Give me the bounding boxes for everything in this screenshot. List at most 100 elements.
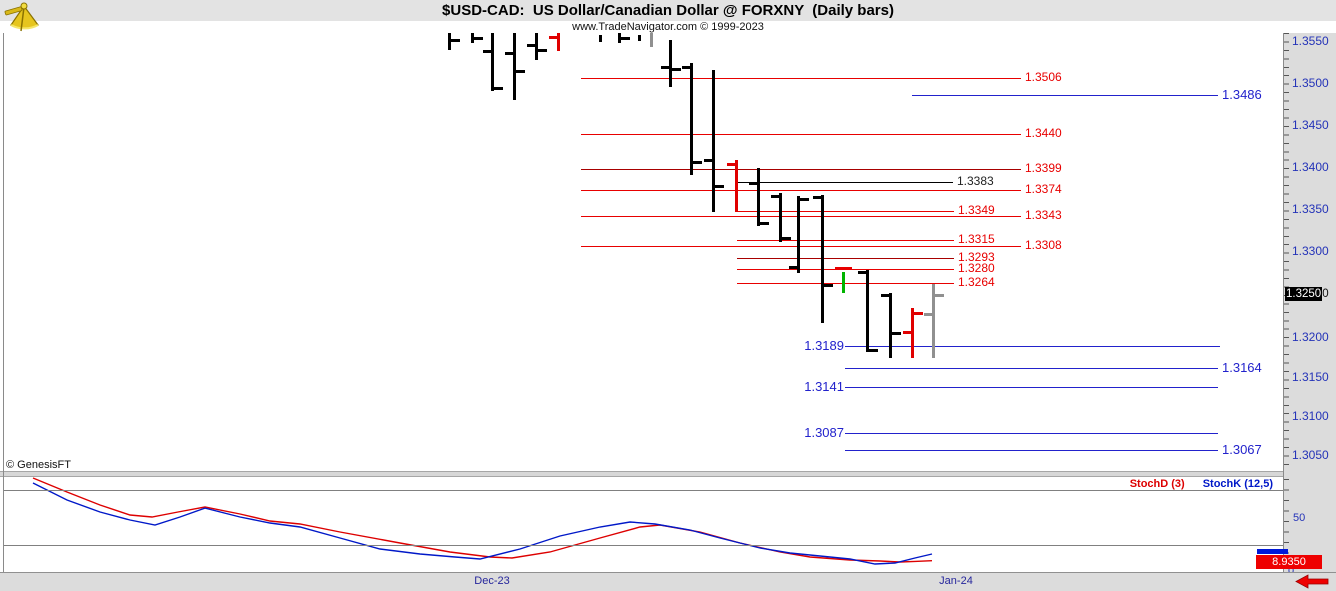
ohlc-bar-range <box>557 33 560 51</box>
chart-right-border <box>1283 33 1284 572</box>
time-axis-band <box>0 572 1336 591</box>
ohlc-close-tick <box>760 221 769 225</box>
price-axis-label: 1.3300 <box>1292 244 1329 258</box>
ohlc-close-tick <box>538 49 547 53</box>
price-axis-label: 1.3150 <box>1292 370 1329 384</box>
stoch-grid-line <box>4 545 1283 546</box>
price-level-label: 1.3506 <box>1025 70 1062 84</box>
ohlc-open-tick <box>924 313 932 317</box>
stochastic-legend: StochD (3) StochK (12,5) <box>953 478 1273 490</box>
price-level-line <box>737 283 954 284</box>
stoch-k-value-marker <box>1257 549 1288 554</box>
month-label: Dec-23 <box>474 575 510 587</box>
price-axis-ticks <box>1283 33 1289 472</box>
price-level-label: 1.3399 <box>1025 161 1062 175</box>
price-level-label: 1.3343 <box>1025 208 1062 222</box>
ohlc-bar-range <box>448 33 451 51</box>
ohlc-close-tick <box>672 67 681 71</box>
stoch-axis-ticks <box>1284 479 1289 572</box>
price-level-line <box>845 368 1218 369</box>
ohlc-open-tick <box>727 163 735 167</box>
ohlc-close-tick <box>782 237 791 240</box>
price-level-line <box>581 134 1021 135</box>
title-band <box>0 0 1336 21</box>
price-level-line <box>845 450 1218 451</box>
chart-subtitle: www.TradeNavigator.com © 1999-2023 <box>572 21 764 33</box>
price-level-line <box>737 258 954 259</box>
price-level-line <box>581 216 1021 217</box>
price-level-line <box>912 95 1218 96</box>
sextant-logo <box>4 2 39 32</box>
ohlc-bar-range <box>779 193 782 243</box>
price-level-line <box>737 211 954 212</box>
chart-title: $USD-CAD: US Dollar/Canadian Dollar @ FO… <box>442 2 894 19</box>
ohlc-close-tick <box>693 160 702 164</box>
ohlc-bar-range <box>669 39 672 88</box>
price-axis-label: 1.3200 <box>1292 330 1329 344</box>
ohlc-open-tick <box>789 265 797 269</box>
price-chart-panel: 1.3506 1.3486 1.3440 1.3399 1.3383 1.3374 1.33… <box>4 33 1283 472</box>
price-level-line <box>737 182 953 183</box>
price-level-line <box>845 387 1218 388</box>
ohlc-open-tick <box>749 181 757 185</box>
price-level-label: 1.3067 <box>1222 442 1262 457</box>
month-label: Jan-24 <box>939 575 973 587</box>
price-level-line <box>581 246 1021 247</box>
ohlc-close-tick <box>494 87 503 91</box>
price-level-line <box>845 433 1218 434</box>
ohlc-close-tick <box>621 37 630 41</box>
ohlc-close-tick <box>824 283 833 287</box>
stoch-grid-line <box>4 490 1283 491</box>
ohlc-open-tick <box>527 43 535 47</box>
ohlc-open-tick <box>505 51 513 55</box>
ohlc-bar-range <box>757 167 760 227</box>
price-level-line <box>581 190 1021 191</box>
ohlc-close-tick <box>516 70 525 74</box>
ohlc-bar-range <box>712 69 715 212</box>
scroll-left-arrow[interactable] <box>1295 574 1329 589</box>
ohlc-bar-range <box>491 33 494 91</box>
price-level-label: 1.3349 <box>958 203 995 217</box>
chart-left-border <box>3 33 4 572</box>
price-level-label: 1.3486 <box>1222 87 1262 102</box>
ohlc-open-tick <box>483 49 491 53</box>
ohlc-open-tick <box>682 65 690 69</box>
ohlc-bar-range <box>535 33 538 61</box>
price-level-line <box>737 240 954 241</box>
price-axis-label: 1.3050 <box>1292 448 1329 462</box>
price-axis-label: 1.3550 <box>1292 34 1329 48</box>
price-axis-label: 1.3100 <box>1292 409 1329 423</box>
ohlc-bar-range <box>797 195 800 273</box>
price-level-label: 1.3293 <box>958 250 995 264</box>
ohlc-bar-range <box>735 160 738 212</box>
ohlc-open-tick <box>661 65 669 69</box>
ohlc-open-tick <box>903 330 911 334</box>
ohlc-bar-range <box>650 33 653 47</box>
ohlc-bar-range <box>866 270 869 353</box>
price-level-line <box>581 78 1021 79</box>
copyright-label: © GenesisFT <box>6 459 71 471</box>
ohlc-bar-range <box>638 34 641 41</box>
price-level-label: 1.3087 <box>804 425 844 440</box>
ohlc-close-tick <box>869 348 878 352</box>
ohlc-open-tick <box>881 293 889 297</box>
price-level-line <box>845 346 1220 347</box>
price-level-label: 1.3280 <box>958 261 995 275</box>
price-level-label: 1.3264 <box>958 275 995 289</box>
stochastic-curves <box>32 477 933 565</box>
price-level-label: 1.3374 <box>1025 182 1062 196</box>
stochastic-panel <box>4 477 1283 571</box>
price-level-line <box>581 169 1021 170</box>
ohlc-bar-range <box>842 271 845 294</box>
ohlc-bar-range <box>911 308 914 359</box>
ohlc-open-tick <box>813 195 821 199</box>
stoch-axis-label-0: 0 <box>1288 565 1295 577</box>
ohlc-open-tick <box>704 159 712 163</box>
current-price-box: 1.3250 0 <box>1285 287 1329 301</box>
line-start-marker <box>835 267 852 270</box>
price-level-label: 1.3141 <box>804 379 844 394</box>
ohlc-open-tick <box>549 36 557 40</box>
price-axis-label: 1.3350 <box>1292 202 1329 216</box>
ohlc-bar-range <box>513 33 516 100</box>
